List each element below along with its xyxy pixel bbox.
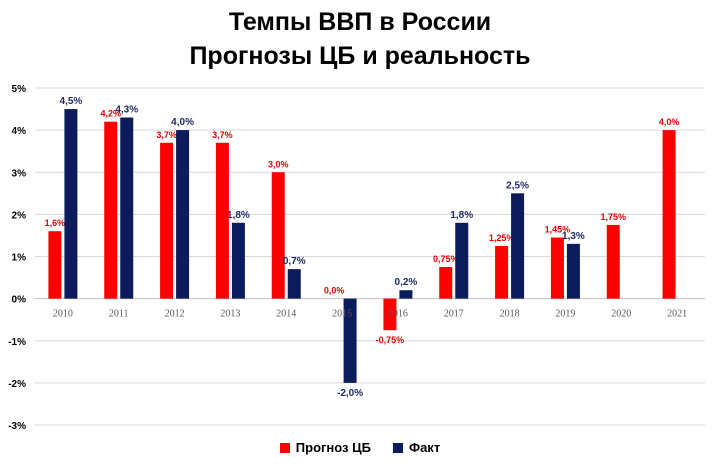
x-tick-label: 2016	[388, 309, 408, 320]
legend-item-actual: Факт	[392, 440, 441, 455]
bar-forecast	[160, 142, 174, 299]
y-tick-label: 4%	[12, 126, 27, 137]
data-label-forecast: 3,0%	[268, 159, 289, 169]
data-label-actual: 0,7%	[283, 256, 306, 267]
legend-swatch-forecast	[279, 442, 290, 453]
data-label-actual: 2,5%	[506, 180, 529, 191]
chart-title: Темпы ВВП в России	[228, 8, 492, 36]
data-label-forecast: 1,75%	[600, 212, 626, 222]
data-label-actual: 1,3%	[562, 231, 585, 242]
bar-actual	[566, 243, 580, 299]
x-tick-label: 2021	[667, 309, 687, 320]
data-label-forecast: 3,7%	[212, 130, 233, 140]
x-tick-label: 2010	[53, 309, 73, 320]
bar-forecast	[48, 231, 62, 299]
bar-actual	[343, 298, 357, 383]
data-label-forecast: 0,0%	[324, 286, 345, 296]
bar-forecast	[606, 224, 620, 299]
bar-forecast	[550, 237, 564, 299]
data-label-forecast: -0,75%	[376, 335, 405, 345]
bar-actual	[399, 290, 413, 299]
y-tick-label: -1%	[8, 337, 26, 348]
data-label-forecast: 4,2%	[100, 109, 121, 119]
bar-forecast	[662, 130, 676, 299]
bar-actual	[231, 222, 245, 299]
x-tick-label: 2014	[276, 309, 296, 320]
bar-actual	[455, 222, 469, 299]
data-label-actual: 0,2%	[395, 277, 418, 288]
bar-forecast	[104, 121, 118, 299]
y-tick-label: -2%	[8, 379, 26, 390]
bar-actual	[287, 269, 301, 299]
data-label-forecast: 1,25%	[489, 233, 515, 243]
y-tick-label: -3%	[8, 421, 26, 432]
bar-actual	[511, 193, 525, 299]
x-tick-label: 2011	[109, 309, 129, 320]
data-label-forecast: 1,45%	[545, 225, 571, 235]
y-tick-label: 5%	[12, 84, 27, 95]
x-tick-label: 2017	[444, 309, 464, 320]
data-label-actual: -2,0%	[337, 388, 363, 399]
data-label-actual: 4,0%	[171, 117, 194, 128]
y-tick-label: 0%	[12, 295, 27, 306]
data-label-actual: 1,8%	[227, 210, 250, 221]
legend-label-forecast: Прогноз ЦБ	[295, 440, 371, 455]
data-label-forecast: 3,7%	[156, 130, 177, 140]
legend-swatch-actual	[392, 442, 403, 453]
bar-forecast	[215, 142, 229, 299]
data-label-forecast: 1,6%	[45, 218, 66, 228]
bar-actual	[120, 117, 134, 299]
legend-item-forecast: Прогноз ЦБ	[279, 440, 371, 455]
y-tick-label: 1%	[12, 253, 27, 264]
y-tick-label: 2%	[12, 210, 27, 221]
data-label-forecast: 0,75%	[433, 254, 459, 264]
data-label-actual: 1,8%	[450, 210, 473, 221]
data-label-actual: 4,5%	[60, 96, 83, 107]
x-tick-label: 2013	[220, 309, 240, 320]
x-tick-label: 2018	[500, 309, 520, 320]
bar-forecast	[271, 172, 285, 299]
chart-subtitle: Прогнозы ЦБ и реальность	[189, 42, 531, 70]
bar-forecast	[383, 298, 397, 331]
legend-label-actual: Факт	[408, 440, 441, 455]
bar-actual	[176, 130, 190, 299]
x-tick-label: 2015	[332, 309, 352, 320]
x-tick-label: 2019	[555, 309, 575, 320]
y-tick-label: 3%	[12, 168, 27, 179]
x-tick-label: 2020	[611, 309, 631, 320]
bar-forecast	[495, 245, 509, 299]
legend: Прогноз ЦБ Факт	[0, 440, 720, 455]
data-label-actual: 4,3%	[115, 104, 138, 115]
data-label-forecast: 4,0%	[659, 117, 680, 127]
bar-actual	[64, 109, 78, 299]
bar-forecast	[439, 267, 453, 299]
x-tick-label: 2012	[165, 309, 185, 320]
